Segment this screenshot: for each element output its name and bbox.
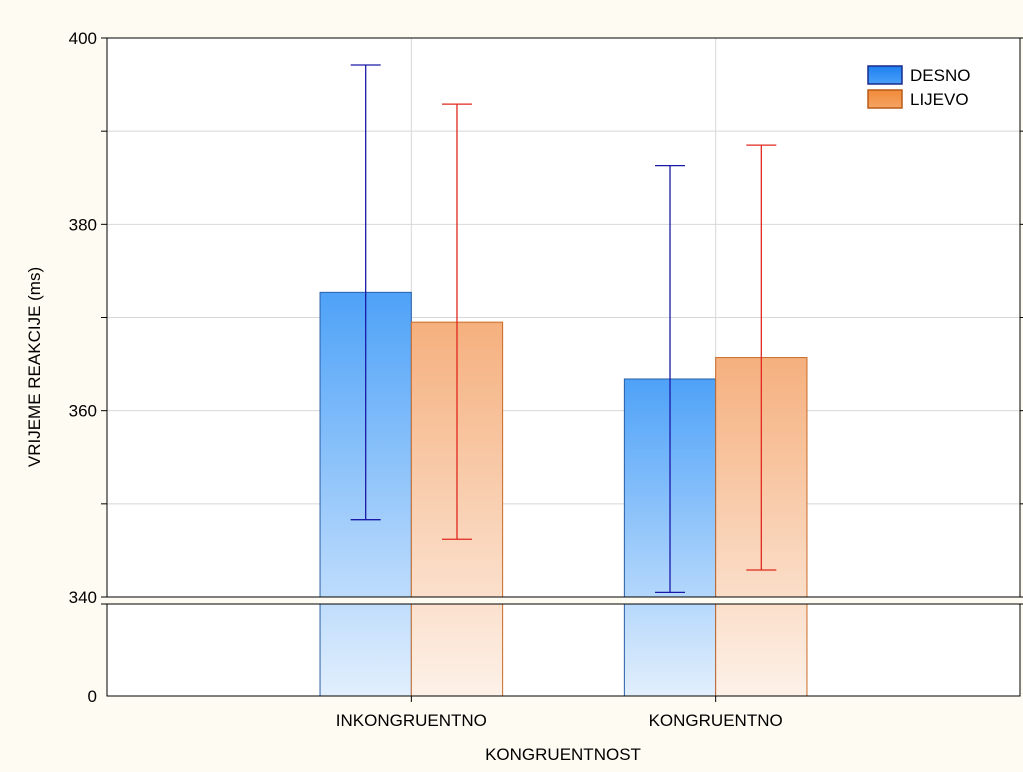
legend-swatch-desno [867, 65, 903, 85]
y-axis-title: VRIJEME REAKCIJE (ms) [25, 267, 44, 467]
legend-label-desno: DESNO [910, 66, 970, 85]
y-tick-label: 360 [69, 402, 97, 421]
x-tick-label: KONGRUENTNO [649, 711, 783, 730]
error-bars [350, 64, 777, 593]
grid [107, 38, 1020, 696]
y-tick-label: 0 [88, 687, 97, 706]
plot-area [107, 38, 1020, 696]
y-tick-label: 340 [69, 588, 97, 607]
x-axis-title: KONGRUENTNOST [485, 745, 641, 764]
x-tick-label: INKONGRUENTNO [336, 711, 487, 730]
legend: DESNO LIJEVO [867, 65, 970, 109]
axis-break [107, 597, 1020, 604]
legend-swatch-lijevo [867, 89, 903, 109]
y-ticks: 340 360 380 400 0 [69, 29, 1023, 706]
y-tick-label: 400 [69, 29, 97, 48]
y-tick-label: 380 [69, 215, 97, 234]
plot-frame-lower [106, 603, 1021, 697]
legend-label-lijevo: LIJEVO [910, 90, 969, 109]
x-tick-labels: INKONGRUENTNO KONGRUENTNO [336, 711, 783, 730]
